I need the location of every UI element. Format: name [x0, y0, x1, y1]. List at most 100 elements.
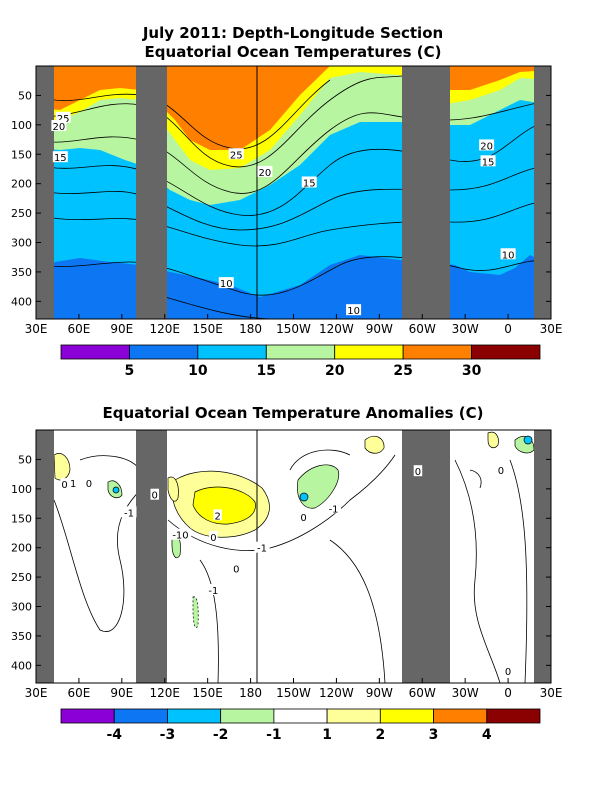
x-tick-label: 120W — [319, 322, 354, 336]
contour-label-bg — [213, 509, 222, 521]
top-x-axis: 30E 60E 90E 120E 150E 180 150W 120W 90W 60W 30W 0 30… — [25, 314, 563, 336]
colorbar-label: 20 — [325, 363, 345, 379]
cold-core-central-east — [299, 492, 309, 502]
colorbar-swatch — [60, 344, 130, 360]
contour-label-bg — [326, 502, 342, 514]
colorbar-swatch — [273, 708, 328, 724]
y-tick-label: 200 — [11, 178, 32, 191]
colorbar-label: 30 — [462, 363, 482, 379]
colorbar-swatch — [379, 708, 434, 724]
contour-label: 1 — [70, 479, 76, 490]
y-tick-label: 350 — [11, 630, 32, 643]
y-tick-label: 150 — [11, 148, 32, 161]
warm-patch-east — [487, 431, 499, 449]
top-colorbar: 5 10 15 20 25 30 — [60, 344, 541, 379]
bottom-land-mask-2 — [136, 430, 167, 683]
colorbar-label: 3 — [429, 727, 439, 743]
x-tick-label: 0 — [504, 322, 512, 336]
top-field — [36, 66, 551, 319]
contour-label: 20 — [480, 141, 493, 152]
contour-label: -10 — [172, 531, 188, 542]
contour-label: 0 — [61, 480, 67, 491]
top-title-line2: Equatorial Ocean Temperatures (C) — [145, 43, 442, 61]
top-land-mask-4 — [534, 66, 551, 319]
contour-label-bg — [68, 476, 78, 488]
anomaly-background — [36, 430, 551, 683]
contour-label: 0 — [505, 667, 511, 678]
top-title-line1: July 2011: Depth-Longitude Section — [142, 24, 443, 42]
contour-label: 10 — [502, 250, 515, 261]
warm-core-central — [192, 486, 256, 525]
x-tick-label: 90E — [110, 322, 133, 336]
contour-label: 2 — [214, 511, 220, 522]
contour-label: 15 — [303, 178, 316, 189]
contour-label-bg — [121, 506, 137, 518]
top-land-mask-3 — [402, 66, 450, 319]
colorbar-swatch — [60, 708, 115, 724]
y-tick-label: 400 — [11, 659, 32, 672]
x-tick-label: 30W — [452, 322, 479, 336]
x-tick-label: 30E — [540, 686, 563, 700]
colorbar-swatch — [113, 708, 168, 724]
x-tick-label: 150E — [192, 686, 223, 700]
contour-label-bg — [205, 584, 221, 596]
colorbar-label: 4 — [482, 727, 492, 743]
contour-label-bg — [479, 139, 495, 151]
colorbar-swatch — [265, 344, 336, 360]
x-tick-label: 30E — [540, 322, 563, 336]
colorbar-label: 1 — [322, 727, 332, 743]
contour-label: -1 — [257, 544, 267, 555]
contour-label-bg — [150, 488, 159, 500]
top-land-mask-1 — [36, 66, 54, 319]
y-tick-label: 250 — [11, 571, 32, 584]
colorbar-label: -2 — [213, 727, 229, 743]
x-tick-label: 90W — [366, 322, 393, 336]
colorbar-swatch — [471, 344, 541, 360]
x-tick-label: 150W — [276, 322, 311, 336]
bottom-contour-labels: 0 1 0-102-10 0-10-10-10 00 — [60, 464, 513, 678]
contour-label: 10 — [347, 306, 360, 317]
y-tick-label: 100 — [11, 119, 32, 132]
anomaly-negative-patches — [107, 435, 535, 629]
contour-label-bg — [169, 528, 192, 540]
colorbar-label: 5 — [125, 363, 135, 379]
contour-label-bg — [480, 155, 496, 167]
warm-patch-west2 — [167, 476, 179, 502]
contour-label: 15 — [54, 153, 67, 164]
contour-label: 0 — [498, 466, 504, 477]
colorbar-label: -3 — [160, 727, 176, 743]
contour-label: -1 — [208, 586, 218, 597]
top-contours — [36, 74, 551, 319]
x-tick-label: 150W — [276, 686, 311, 700]
bottom-title: Equatorial Ocean Temperature Anomalies (… — [103, 404, 484, 422]
contour-label-bg — [254, 541, 270, 553]
contour-label: -1 — [329, 504, 339, 515]
colorbar-swatch — [433, 708, 488, 724]
contour-label: 0 — [152, 491, 158, 502]
x-tick-label: 150E — [192, 322, 223, 336]
contour-label-bg — [60, 478, 69, 490]
bottom-colorbar: -4 -3 -2 -1 1 2 3 4 — [60, 708, 541, 743]
x-tick-label: 60E — [67, 322, 90, 336]
bottom-field — [36, 430, 551, 683]
contour-label-bg — [51, 120, 67, 132]
x-tick-label: 30E — [25, 686, 48, 700]
colorbar-swatch — [197, 344, 267, 360]
contour-label: 0 — [210, 533, 216, 544]
anomaly-positive-patches — [53, 431, 499, 538]
contour-label-bg — [500, 248, 516, 260]
warm-patch-west — [53, 453, 71, 481]
contour-label: 20 — [259, 168, 272, 179]
colorbar-label: -1 — [266, 727, 282, 743]
x-tick-label: 120E — [150, 322, 181, 336]
colorbar-swatch — [402, 344, 472, 360]
contour-label: 15 — [482, 157, 495, 168]
bottom-land-mask-3 — [402, 430, 450, 683]
contour-label-bg — [84, 476, 94, 488]
y-tick-label: 350 — [11, 266, 32, 279]
contour-label-bg — [299, 511, 308, 523]
colorbar-swatch — [486, 708, 541, 724]
